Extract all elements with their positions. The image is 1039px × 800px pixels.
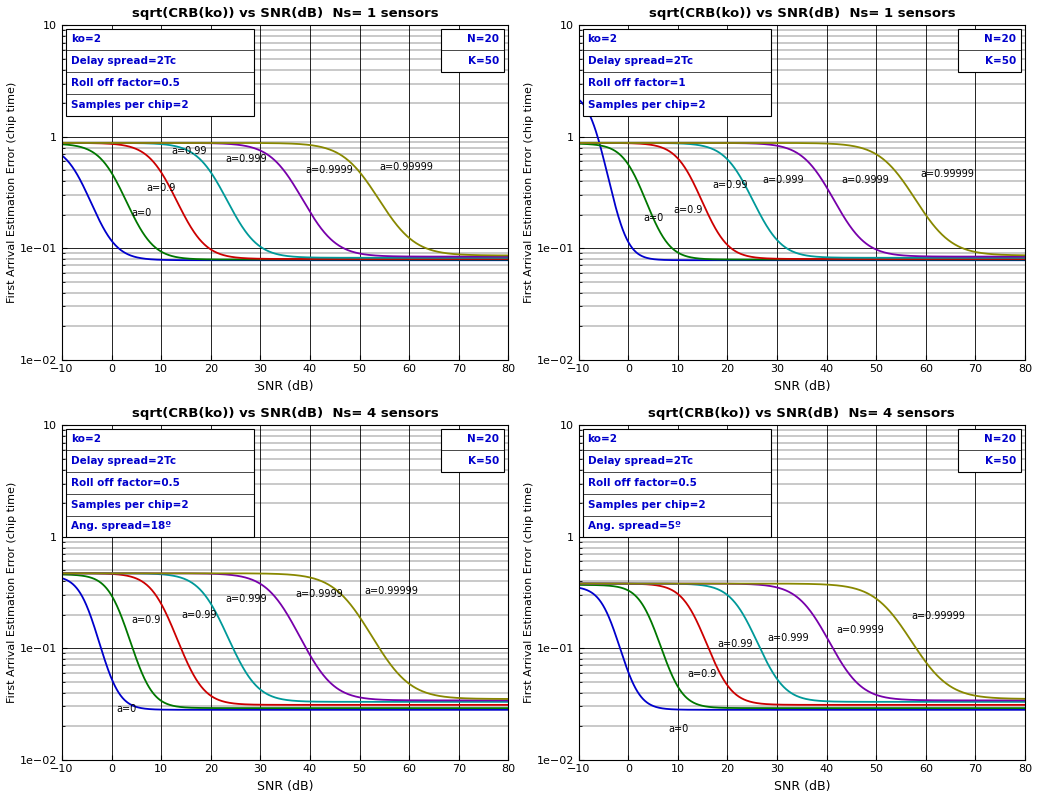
Bar xyxy=(66,29,254,115)
Text: a=0.9999: a=0.9999 xyxy=(836,625,884,635)
Text: a=0.99: a=0.99 xyxy=(171,146,207,156)
Bar xyxy=(583,29,771,115)
Text: a=0: a=0 xyxy=(116,704,137,714)
Text: Samples per chip=2: Samples per chip=2 xyxy=(71,100,188,110)
Text: a=0: a=0 xyxy=(131,207,152,218)
Text: a=0: a=0 xyxy=(643,213,663,223)
Text: Samples per chip=2: Samples per chip=2 xyxy=(71,500,188,510)
Text: N=20: N=20 xyxy=(984,434,1016,445)
Text: ko=2: ko=2 xyxy=(71,34,101,45)
Text: N=20: N=20 xyxy=(468,434,500,445)
Text: a=0.99999: a=0.99999 xyxy=(365,586,419,596)
Bar xyxy=(442,29,504,72)
Text: Delay spread=2Tc: Delay spread=2Tc xyxy=(588,456,693,466)
Text: Delay spread=2Tc: Delay spread=2Tc xyxy=(588,56,693,66)
Title: sqrt(CRB(ko)) vs SNR(dB)  Ns= 1 sensors: sqrt(CRB(ko)) vs SNR(dB) Ns= 1 sensors xyxy=(132,7,438,20)
Text: a=0.9: a=0.9 xyxy=(688,669,717,679)
Text: a=0.9999: a=0.9999 xyxy=(842,174,889,185)
Bar xyxy=(66,429,254,538)
Text: Samples per chip=2: Samples per chip=2 xyxy=(588,100,705,110)
Text: Ang. spread=18º: Ang. spread=18º xyxy=(71,522,171,531)
Text: a=0: a=0 xyxy=(668,724,688,734)
X-axis label: SNR (dB): SNR (dB) xyxy=(257,380,314,393)
Text: K=50: K=50 xyxy=(985,56,1016,66)
Text: N=20: N=20 xyxy=(468,34,500,45)
Y-axis label: First Arrival Estimation Error (chip time): First Arrival Estimation Error (chip tim… xyxy=(7,482,17,703)
Text: a=0.999: a=0.999 xyxy=(225,154,267,164)
Text: a=0.9999: a=0.9999 xyxy=(295,590,343,599)
X-axis label: SNR (dB): SNR (dB) xyxy=(774,380,830,393)
Text: a=0.99999: a=0.99999 xyxy=(911,611,965,621)
Text: Samples per chip=2: Samples per chip=2 xyxy=(588,500,705,510)
Y-axis label: First Arrival Estimation Error (chip time): First Arrival Estimation Error (chip tim… xyxy=(524,482,534,703)
Y-axis label: First Arrival Estimation Error (chip time): First Arrival Estimation Error (chip tim… xyxy=(7,82,17,303)
Text: Delay spread=2Tc: Delay spread=2Tc xyxy=(71,56,176,66)
Text: a=0.9: a=0.9 xyxy=(131,615,161,625)
Text: N=20: N=20 xyxy=(984,34,1016,45)
Title: sqrt(CRB(ko)) vs SNR(dB)  Ns= 4 sensors: sqrt(CRB(ko)) vs SNR(dB) Ns= 4 sensors xyxy=(648,407,955,420)
Text: a=0.99999: a=0.99999 xyxy=(921,170,975,179)
Text: a=0.99: a=0.99 xyxy=(718,639,753,649)
Text: a=0.99: a=0.99 xyxy=(713,180,748,190)
Text: Roll off factor=0.5: Roll off factor=0.5 xyxy=(71,78,180,88)
Text: a=0.9: a=0.9 xyxy=(146,183,176,194)
Text: ko=2: ko=2 xyxy=(588,34,617,45)
Text: Roll off factor=0.5: Roll off factor=0.5 xyxy=(71,478,180,488)
Text: a=0.99: a=0.99 xyxy=(181,610,216,620)
Text: Roll off factor=0.5: Roll off factor=0.5 xyxy=(588,478,696,488)
X-axis label: SNR (dB): SNR (dB) xyxy=(257,780,314,793)
Text: Ang. spread=5º: Ang. spread=5º xyxy=(588,522,681,531)
Text: a=0.9999: a=0.9999 xyxy=(305,165,352,175)
Title: sqrt(CRB(ko)) vs SNR(dB)  Ns= 4 sensors: sqrt(CRB(ko)) vs SNR(dB) Ns= 4 sensors xyxy=(132,407,438,420)
Text: K=50: K=50 xyxy=(469,456,500,466)
Bar xyxy=(583,429,771,538)
Text: a=0.9: a=0.9 xyxy=(673,206,702,215)
Text: a=0.99999: a=0.99999 xyxy=(379,162,433,172)
Y-axis label: First Arrival Estimation Error (chip time): First Arrival Estimation Error (chip tim… xyxy=(524,82,534,303)
Title: sqrt(CRB(ko)) vs SNR(dB)  Ns= 1 sensors: sqrt(CRB(ko)) vs SNR(dB) Ns= 1 sensors xyxy=(648,7,955,20)
X-axis label: SNR (dB): SNR (dB) xyxy=(774,780,830,793)
Text: a=0.999: a=0.999 xyxy=(225,594,267,604)
Text: Roll off factor=1: Roll off factor=1 xyxy=(588,78,686,88)
Bar xyxy=(958,429,1020,472)
Bar xyxy=(442,429,504,472)
Text: K=50: K=50 xyxy=(469,56,500,66)
Text: a=0.999: a=0.999 xyxy=(767,633,808,643)
Text: ko=2: ko=2 xyxy=(588,434,617,445)
Text: a=0.999: a=0.999 xyxy=(763,174,804,185)
Text: K=50: K=50 xyxy=(985,456,1016,466)
Bar xyxy=(958,29,1020,72)
Text: ko=2: ko=2 xyxy=(71,434,101,445)
Text: Delay spread=2Tc: Delay spread=2Tc xyxy=(71,456,176,466)
